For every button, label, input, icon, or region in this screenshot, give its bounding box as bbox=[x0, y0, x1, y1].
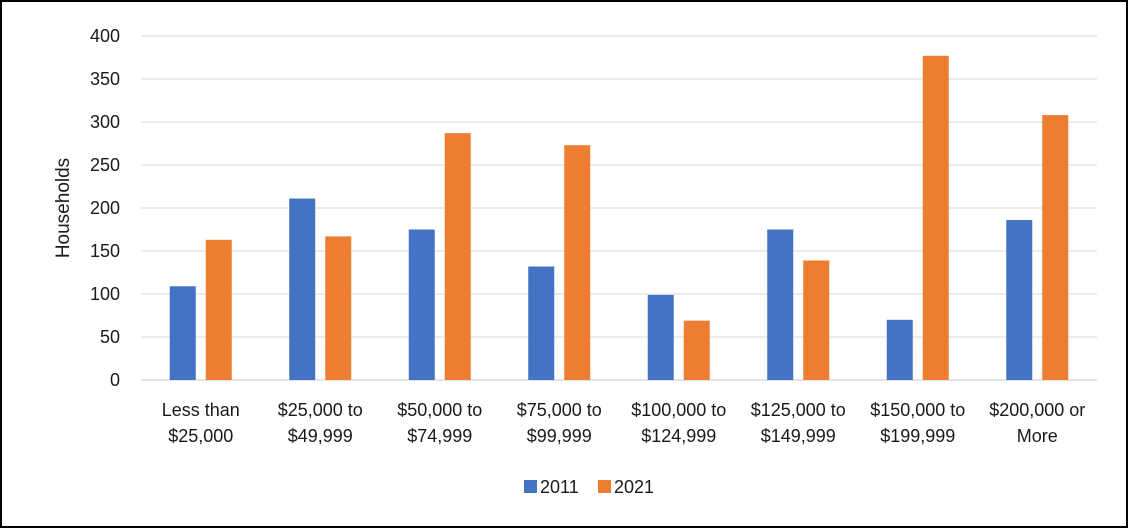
bar-2021-3 bbox=[564, 145, 591, 380]
x-category-label: $50,000 to $74,999 bbox=[397, 400, 482, 446]
y-axis-ticks: 0 50 100 150 200 250 300 350 400 bbox=[90, 26, 120, 390]
x-category-label: Less than $25,000 bbox=[162, 400, 240, 446]
bar-2021-6 bbox=[922, 55, 949, 380]
y-tick-label: 100 bbox=[90, 284, 120, 304]
bar-2011-5 bbox=[767, 229, 794, 380]
bar-2021-7 bbox=[1042, 115, 1069, 381]
bar-2011-0 bbox=[169, 286, 196, 380]
bar-2021-2 bbox=[444, 133, 471, 380]
x-category-label: $100,000 to $124,999 bbox=[631, 400, 726, 446]
y-tick-label: 400 bbox=[90, 26, 120, 46]
x-category-label: $200,000 or More bbox=[989, 400, 1085, 446]
x-axis-category-labels: Less than $25,000 $25,000 to $49,999 $50,000… bbox=[162, 400, 1086, 446]
legend-label-2011: 2011 bbox=[540, 477, 579, 497]
legend-swatch-2021 bbox=[598, 480, 611, 493]
bar-2011-3 bbox=[528, 266, 555, 380]
bar-2021-1 bbox=[325, 236, 352, 380]
bar-2011-4 bbox=[647, 294, 674, 380]
bar-2011-1 bbox=[289, 198, 316, 380]
bar-2011-2 bbox=[408, 229, 435, 380]
x-category-label: $125,000 to $149,999 bbox=[751, 400, 846, 446]
bar-2011-6 bbox=[886, 319, 913, 380]
bar-2011-7 bbox=[1006, 220, 1033, 380]
legend-swatch-2011 bbox=[524, 480, 537, 493]
y-tick-label: 150 bbox=[90, 241, 120, 261]
y-tick-label: 350 bbox=[90, 69, 120, 89]
bar-2021-0 bbox=[205, 239, 232, 380]
bars bbox=[169, 55, 1069, 381]
y-tick-label: 0 bbox=[110, 370, 120, 390]
y-tick-label: 300 bbox=[90, 112, 120, 132]
y-tick-label: 50 bbox=[100, 327, 120, 347]
x-category-label: $150,000 to $199,999 bbox=[870, 400, 965, 446]
y-tick-label: 200 bbox=[90, 198, 120, 218]
bar-2021-5 bbox=[803, 260, 830, 380]
legend-label-2021: 2021 bbox=[614, 477, 654, 497]
bar-2021-4 bbox=[683, 320, 710, 380]
x-category-label: $75,000 to $99,999 bbox=[517, 400, 602, 446]
y-axis-title: Households bbox=[53, 158, 74, 258]
x-category-label: $25,000 to $49,999 bbox=[278, 400, 363, 446]
legend: 2011 2021 bbox=[524, 477, 654, 497]
y-tick-label: 250 bbox=[90, 155, 120, 175]
